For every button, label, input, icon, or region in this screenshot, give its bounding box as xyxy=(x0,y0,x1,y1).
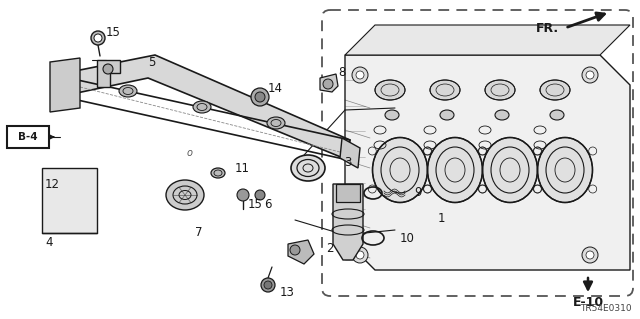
Circle shape xyxy=(255,92,265,102)
Text: 3: 3 xyxy=(344,155,351,168)
Ellipse shape xyxy=(540,80,570,100)
Text: 15: 15 xyxy=(248,198,263,211)
Circle shape xyxy=(586,251,594,259)
Ellipse shape xyxy=(119,85,137,97)
Ellipse shape xyxy=(372,137,428,203)
Circle shape xyxy=(582,247,598,263)
Polygon shape xyxy=(97,60,120,87)
Circle shape xyxy=(323,79,333,89)
Circle shape xyxy=(264,281,272,289)
Text: FR.: FR. xyxy=(536,21,559,34)
Text: 15: 15 xyxy=(106,26,121,39)
Ellipse shape xyxy=(483,137,538,203)
Circle shape xyxy=(356,71,364,79)
Text: 1: 1 xyxy=(438,211,445,225)
Text: 14: 14 xyxy=(268,81,283,94)
Text: B-4: B-4 xyxy=(18,132,38,142)
Bar xyxy=(42,168,97,233)
Text: 13: 13 xyxy=(280,286,295,299)
Text: E-10: E-10 xyxy=(572,295,604,308)
Circle shape xyxy=(352,247,368,263)
Text: 8: 8 xyxy=(338,65,346,78)
Text: 12: 12 xyxy=(45,179,60,191)
Text: 9: 9 xyxy=(414,186,422,198)
Ellipse shape xyxy=(538,137,593,203)
Text: 2: 2 xyxy=(326,241,333,255)
Ellipse shape xyxy=(211,168,225,178)
Polygon shape xyxy=(345,55,630,270)
Text: 5: 5 xyxy=(148,56,156,69)
Circle shape xyxy=(103,64,113,74)
Text: 7: 7 xyxy=(195,226,202,239)
Text: TR54E0310: TR54E0310 xyxy=(580,304,632,313)
Circle shape xyxy=(261,278,275,292)
Bar xyxy=(336,184,360,202)
Ellipse shape xyxy=(193,101,211,113)
Circle shape xyxy=(91,31,105,45)
Ellipse shape xyxy=(166,180,204,210)
Polygon shape xyxy=(320,74,338,92)
Text: 11: 11 xyxy=(235,161,250,174)
Polygon shape xyxy=(50,58,80,112)
Polygon shape xyxy=(345,25,630,55)
Ellipse shape xyxy=(550,110,564,120)
Circle shape xyxy=(94,34,102,42)
Polygon shape xyxy=(340,138,360,168)
Polygon shape xyxy=(53,55,350,160)
Ellipse shape xyxy=(495,110,509,120)
Ellipse shape xyxy=(267,117,285,129)
Text: 4: 4 xyxy=(45,236,52,249)
Polygon shape xyxy=(333,184,363,260)
Polygon shape xyxy=(288,240,314,264)
Ellipse shape xyxy=(375,80,405,100)
Circle shape xyxy=(237,189,249,201)
Circle shape xyxy=(352,67,368,83)
Ellipse shape xyxy=(440,110,454,120)
Circle shape xyxy=(582,67,598,83)
FancyBboxPatch shape xyxy=(7,126,49,148)
Text: 6: 6 xyxy=(264,198,271,211)
Circle shape xyxy=(586,71,594,79)
Text: 10: 10 xyxy=(400,232,415,244)
Circle shape xyxy=(290,245,300,255)
Ellipse shape xyxy=(485,80,515,100)
Circle shape xyxy=(255,190,265,200)
Circle shape xyxy=(356,251,364,259)
Ellipse shape xyxy=(291,155,325,181)
Ellipse shape xyxy=(430,80,460,100)
Circle shape xyxy=(251,88,269,106)
Ellipse shape xyxy=(428,137,483,203)
Text: o: o xyxy=(187,148,193,158)
Ellipse shape xyxy=(385,110,399,120)
